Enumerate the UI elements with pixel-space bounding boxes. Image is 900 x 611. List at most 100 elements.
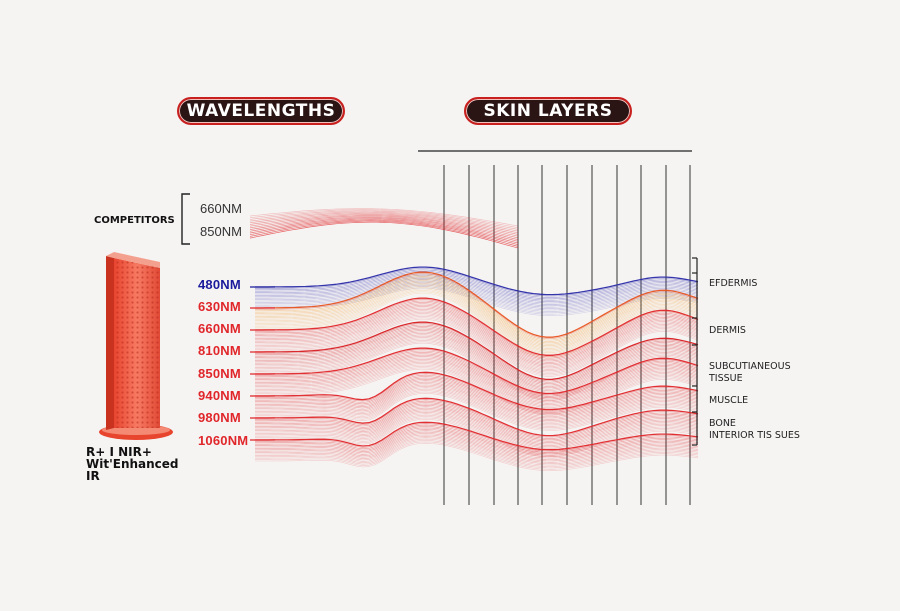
layer-epidermis: EFDERMIS	[709, 278, 757, 290]
wavelengths-header: WAVELENGTHS	[177, 97, 345, 125]
competitor-wave-line	[249, 210, 519, 230]
wave-line	[255, 410, 699, 449]
wave-line	[255, 402, 699, 441]
wavelength-label-980nm: 980NM	[198, 410, 241, 425]
wave-line	[255, 384, 699, 423]
wave-line	[255, 317, 699, 376]
wave-line	[255, 287, 699, 353]
wave-line	[255, 416, 699, 455]
wave-line	[255, 418, 699, 457]
device-caption-line2: Wit'Enhanced	[86, 457, 179, 471]
wave-line	[255, 303, 699, 362]
wave-line	[255, 330, 699, 389]
wave-line	[255, 347, 699, 395]
competitor-wave-line	[249, 208, 519, 227]
wave-line	[255, 424, 699, 453]
wave-line	[255, 274, 699, 341]
wave-line	[255, 440, 699, 469]
wave-line	[255, 400, 699, 439]
wave-line	[255, 426, 699, 455]
wave-band-3	[255, 321, 699, 401]
wave-line	[255, 391, 699, 430]
wave-line	[255, 278, 699, 345]
wave-band-6	[255, 397, 699, 457]
wave-line	[255, 318, 699, 377]
wave-line	[255, 266, 699, 296]
layer-dermis: DERMIS	[709, 325, 746, 337]
competitor-wave-line	[249, 216, 519, 240]
wavelength-label-1060nm: 1060NM	[198, 433, 249, 448]
wave-line	[255, 311, 699, 370]
layer-epidermis-text: EFDERMIS	[709, 278, 758, 289]
wave-line	[255, 359, 699, 406]
wave-line	[255, 276, 699, 342]
competitors-bracket	[181, 193, 190, 245]
wave-line	[255, 387, 699, 426]
wave-band-4	[255, 347, 699, 415]
wave-line	[255, 356, 699, 403]
wave-line	[255, 297, 699, 356]
layer-bone-line2: INTERIOR TIS SUES	[709, 430, 800, 441]
layer-bone-line1: BONE	[709, 418, 736, 429]
wave-line	[255, 300, 699, 359]
wave-line	[255, 399, 699, 438]
wave-line	[255, 377, 699, 416]
wave-line	[255, 388, 699, 427]
wave-line	[255, 309, 699, 367]
wave-line	[255, 310, 699, 369]
competitor-wave-line	[249, 212, 519, 234]
wave-line	[255, 276, 699, 305]
wavelength-wave-bands	[255, 266, 699, 472]
wave-line	[255, 349, 699, 396]
wave-line	[255, 373, 699, 412]
wave-line	[255, 285, 699, 352]
wave-line	[255, 430, 699, 459]
wave-line	[255, 299, 699, 357]
wave-line	[255, 360, 699, 407]
wave-band-7	[255, 421, 699, 472]
wave-line	[255, 307, 699, 366]
wave-line	[255, 278, 699, 307]
wave-line	[255, 327, 699, 386]
wave-line	[255, 272, 699, 301]
light-therapy-device	[99, 252, 173, 440]
wave-band-2	[255, 297, 699, 377]
wave-line	[255, 271, 699, 338]
wave-line	[255, 438, 699, 467]
competitor-wave-line	[249, 221, 519, 249]
competitor-wave-line	[249, 213, 519, 235]
layer-muscle: MUSCLE	[709, 395, 748, 407]
wave-line	[255, 283, 699, 349]
wave-line	[255, 290, 699, 356]
vertical-grid-lines	[443, 165, 691, 505]
wave-line	[255, 380, 699, 419]
wave-line	[255, 323, 699, 382]
competitor-wave-line	[249, 220, 519, 247]
wave-line	[255, 433, 699, 462]
wave-line	[255, 411, 699, 450]
wave-line	[255, 363, 699, 410]
wave-line	[255, 423, 699, 452]
wave-band-5	[255, 371, 699, 431]
wave-line	[255, 269, 699, 298]
layer-subcutaneous-line1: SUBCUTIANEOUS	[709, 361, 791, 372]
wave-line	[255, 442, 699, 472]
wave-line	[255, 321, 699, 381]
wave-line	[255, 409, 699, 448]
wave-line	[255, 335, 699, 394]
wave-line	[255, 273, 699, 339]
wave-line	[255, 316, 699, 374]
wavelength-label-480nm: 480NM	[198, 277, 241, 292]
wave-line	[255, 331, 699, 390]
competitor-wave-line	[249, 215, 519, 239]
wave-line	[255, 354, 699, 401]
wave-line	[255, 437, 699, 466]
wave-line	[255, 353, 699, 400]
wave-line	[255, 302, 699, 360]
competitor-wave-line	[249, 214, 519, 237]
wave-line	[255, 328, 699, 387]
wave-line	[255, 441, 699, 470]
wave-line	[255, 364, 699, 411]
wavelength-label-940nm: 940NM	[198, 388, 241, 403]
